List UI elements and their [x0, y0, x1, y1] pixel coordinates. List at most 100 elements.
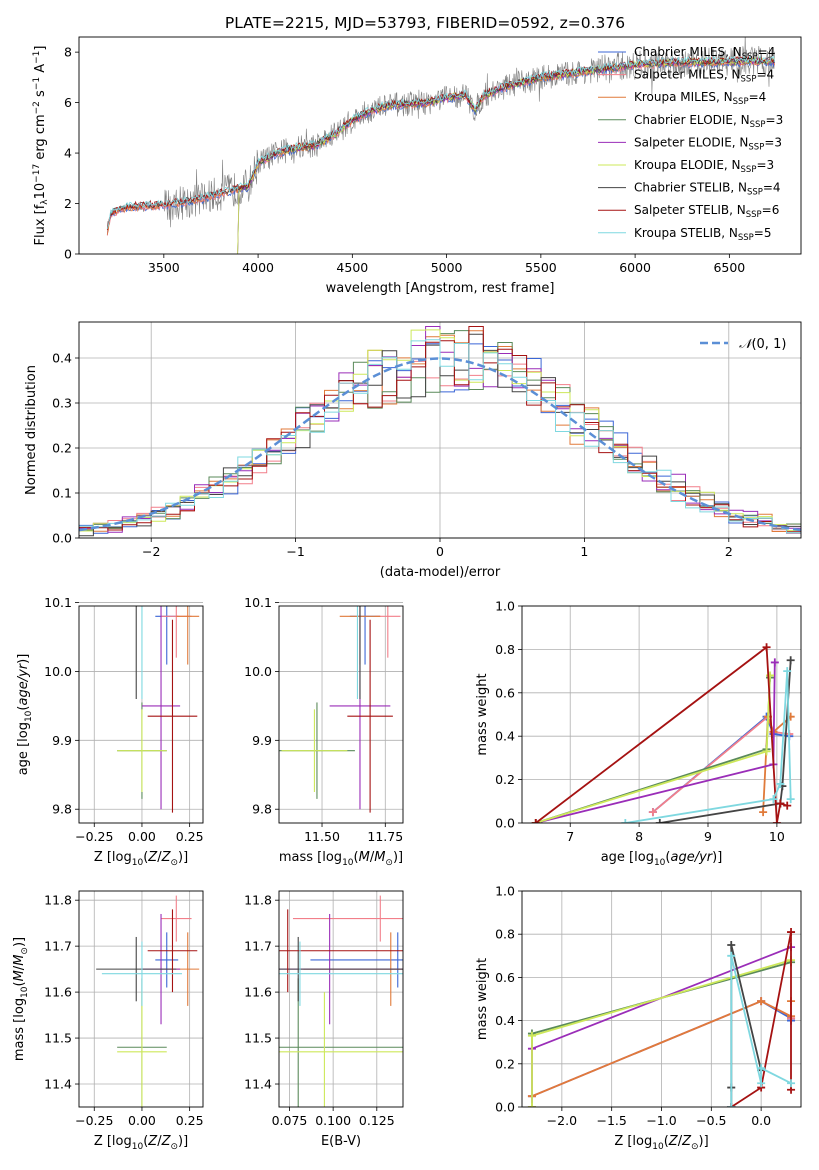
- tick-label-y: 0.0: [52, 531, 72, 546]
- legend-label-sub: SSP: [750, 120, 766, 130]
- axis-label-part: 10: [654, 858, 666, 868]
- tick-label-x: −2: [142, 544, 160, 559]
- tick-label-x: 0.00: [128, 1113, 156, 1128]
- tick-label-y: 0.0: [495, 816, 515, 831]
- axis-label-part: /: [12, 965, 27, 970]
- weight-marker: [757, 997, 766, 1006]
- tick-label-y: 0.3: [52, 396, 72, 411]
- axis-label-part: Z: [147, 850, 158, 865]
- legend-label-tail: =4: [758, 45, 776, 59]
- weight-marker: [772, 819, 781, 823]
- axis-label-part: )]: [16, 654, 31, 664]
- tick-label-y: 6: [64, 95, 72, 110]
- axis-label-part: /: [678, 1134, 683, 1149]
- axis-label-x: age [log10(age/yr)]: [601, 850, 723, 868]
- axis-label-y: mass weight: [475, 673, 490, 755]
- axis-label-part: ⊙: [691, 1142, 699, 1152]
- axis-label-part: 10: [24, 710, 34, 722]
- weight-marker: [727, 951, 736, 960]
- tick-label-x: −0.25: [75, 829, 113, 844]
- tick-label-x: −0.25: [75, 1113, 113, 1128]
- tick-label-x: −1.0: [646, 1113, 676, 1128]
- axis-label-part: Z: [161, 1134, 172, 1149]
- axis-label-part: Z: [681, 1134, 692, 1149]
- legend-label-tail: =4: [756, 68, 774, 82]
- tick-label-y: 0: [64, 247, 72, 262]
- axis-label-part: ⊙: [385, 858, 393, 868]
- axis-label-part: /: [157, 1134, 162, 1149]
- tick-label-y: 0.2: [495, 772, 515, 787]
- tick-label-x: 4500: [336, 260, 368, 275]
- axes-frame: [278, 890, 404, 1108]
- weight-marker: [769, 795, 778, 804]
- weight-line: [535, 677, 771, 823]
- tick-label-y: 2: [64, 196, 72, 211]
- axis-label-part: Z: [668, 1134, 679, 1149]
- axis-label-part: (: [665, 850, 670, 865]
- tick-label-x: −2.0: [547, 1113, 577, 1128]
- plots-layer: 3500 4000 4500 5000 5500 6000 6500 0 2 4 6 8 wavelen…: [12, 36, 802, 1152]
- weight-marker: [766, 671, 774, 680]
- axis-label-part: mass weight: [475, 673, 490, 755]
- tick-label-y: 11.6: [44, 985, 72, 1000]
- axis-label-part: Flux [f: [33, 204, 48, 245]
- axes-mass_vs_ebv: 0.075 0.100 0.125 11.4 11.5 11.6 11.7 11.8 E(B-V…: [244, 890, 404, 1149]
- weight-marker: [776, 779, 785, 788]
- axis-label-x: (data-model)/error: [380, 565, 501, 580]
- axis-label-x: E(B-V): [321, 1134, 361, 1149]
- weight-marker: [783, 801, 792, 810]
- axis-label-part: )]: [393, 850, 403, 865]
- normal-curve: [79, 357, 801, 532]
- axis-label-y: Flux [fλ10−17 erg cm−2 s−1 A−1]: [32, 46, 50, 246]
- legend-label-sub: SSP: [742, 52, 758, 62]
- axis-label-part: )]: [712, 850, 722, 865]
- tick-label-x: 1: [580, 544, 588, 559]
- axis-label-part: Z [log: [614, 1134, 652, 1149]
- axis-label-part: age/yr: [670, 850, 713, 865]
- tick-label-x: −0.5: [696, 1113, 726, 1128]
- axis-label-part: ⊙: [20, 947, 30, 955]
- legend-label-base: Salpeter MILES, N: [634, 68, 741, 82]
- tick-label-x: 0: [436, 544, 444, 559]
- tick-label-y: 11.5: [244, 1031, 272, 1046]
- plot-area-weight_vs_age: [531, 643, 795, 823]
- plot-area-spectrum: [106, 37, 775, 254]
- legend-label-args: (0, 1): [751, 337, 786, 352]
- axis-label-part: Z [log: [94, 1134, 132, 1149]
- weight-marker: [776, 799, 785, 808]
- weight-marker: [527, 1031, 536, 1040]
- weight-line: [535, 662, 776, 823]
- tick-label-y: 11.4: [244, 1077, 272, 1092]
- axis-label-part: Z: [161, 850, 172, 865]
- axis-label-part: ⊙: [170, 858, 178, 868]
- axis-label-x: Z [log10(Z/Z⊙)]: [94, 1134, 188, 1152]
- histogram-step: [79, 329, 801, 532]
- axis-label-part: M: [359, 850, 370, 865]
- weight-marker: [727, 1103, 736, 1107]
- weight-marker: [759, 808, 768, 817]
- axis-label-part: −17: [32, 164, 42, 183]
- weight-marker: [655, 819, 664, 823]
- weight-line: [535, 645, 788, 823]
- axis-label-part: A: [33, 64, 48, 77]
- tick-label-y: 8: [64, 45, 72, 60]
- axis-label-part: M: [12, 970, 27, 981]
- legend-label-sub: SSP: [747, 188, 763, 198]
- legend-label-base: Salpeter ELODIE, N: [634, 135, 748, 149]
- tick-label-x: 6000: [619, 260, 651, 275]
- tick-label-x: 7: [566, 829, 574, 844]
- tick-label-x: −1: [286, 544, 304, 559]
- axis-label-part: −2: [32, 101, 42, 114]
- axis-label-x: Z [log10(Z/Z⊙)]: [614, 1134, 708, 1152]
- axis-label-part: age/yr: [16, 662, 31, 705]
- axis-label-part: (: [354, 850, 359, 865]
- tick-label-y: 11.4: [44, 1077, 72, 1092]
- axes-weight_vs_Z: −2.0 −1.5 −1.0 −0.5 0.0 0.0 0.2 0.4 0.6 0.8 1.0 Z […: [475, 884, 802, 1152]
- axis-label-part: 10: [652, 1142, 664, 1152]
- axis-label-x: Z [log10(Z/Z⊙)]: [94, 850, 188, 868]
- tick-label-y: 0.0: [495, 1100, 515, 1115]
- weight-marker: [787, 928, 796, 937]
- axes-frame: [78, 321, 802, 539]
- weight-line: [535, 675, 771, 823]
